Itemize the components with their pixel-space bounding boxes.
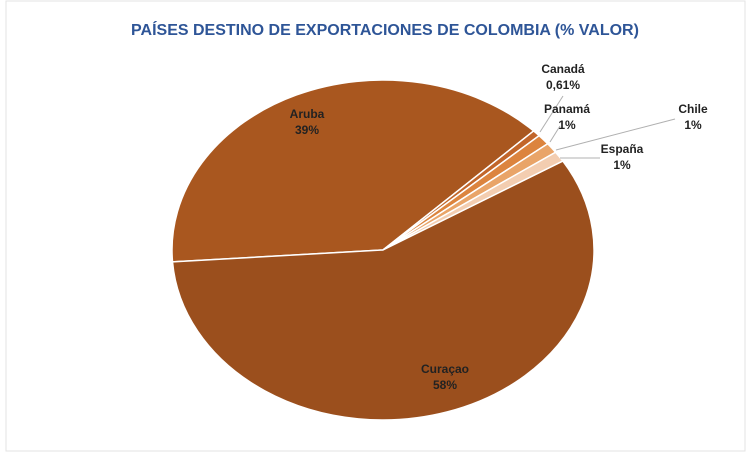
slice-value: 1% xyxy=(684,118,702,132)
slice-value: 39% xyxy=(295,123,319,137)
leader-line xyxy=(555,118,676,151)
pie-slice xyxy=(171,79,535,263)
leader-line xyxy=(549,125,561,143)
slice-value: 1% xyxy=(613,158,631,172)
slice-label: Canadá xyxy=(541,62,585,76)
leader-line xyxy=(539,95,564,133)
pie-slice xyxy=(171,160,595,421)
slice-label: España xyxy=(601,142,644,156)
chart-title: PAÍSES DESTINO DE EXPORTACIONES DE COLOM… xyxy=(131,20,639,39)
slice-label: Curaçao xyxy=(421,362,469,376)
slice-label: Panamá xyxy=(544,102,590,116)
slice-value: 58% xyxy=(433,378,457,392)
slice-value: 0,61% xyxy=(546,78,580,92)
slice-label: Chile xyxy=(678,102,708,116)
slice-value: 1% xyxy=(558,118,576,132)
slice-label: Aruba xyxy=(290,107,325,121)
